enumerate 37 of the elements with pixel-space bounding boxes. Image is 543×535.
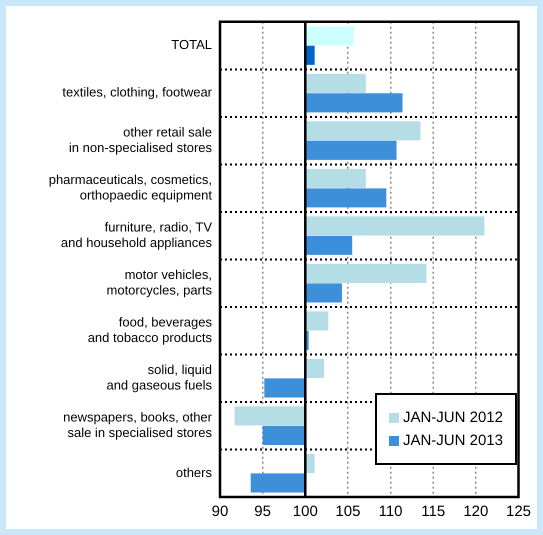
- y-tick-label: pharmaceuticals, cosmetics, orthopaedic equipment: [48, 172, 212, 202]
- x-tick-label: 120: [463, 503, 488, 520]
- bar: [305, 93, 403, 112]
- y-tick-label: textiles, clothing, footwear: [62, 84, 213, 100]
- y-tick-label: furniture, radio, TV and household appliances: [60, 219, 212, 250]
- legend-label: JAN-JUN 2013: [402, 432, 503, 449]
- bar: [264, 378, 306, 398]
- x-tick-label: 100: [292, 503, 318, 520]
- bar: [305, 358, 324, 378]
- bar: [305, 140, 397, 160]
- y-tick-label: newspapers, books, other sale in specialised stores: [63, 410, 213, 440]
- bar: [305, 311, 328, 330]
- bar: [262, 426, 306, 446]
- bar: [305, 283, 342, 302]
- bar: [250, 473, 306, 493]
- bar: [234, 406, 306, 426]
- y-tick-label: others: [176, 464, 212, 480]
- y-tick-label: food, beverages and tobacco products: [88, 314, 212, 346]
- bar: [305, 216, 484, 236]
- y-tick-label: solid, liquid and gaseous fuels: [106, 362, 212, 393]
- bar: [305, 121, 420, 140]
- y-tick-label: motor vehicles, motorcycles, parts: [106, 266, 212, 298]
- bar: [305, 26, 354, 46]
- x-tick-label: 125: [506, 503, 531, 520]
- y-tick-label: TOTAL: [171, 37, 212, 52]
- bar: [305, 188, 386, 208]
- bar: [305, 236, 352, 255]
- x-tick-label: 105: [335, 503, 360, 520]
- bar: [305, 74, 366, 93]
- x-tick-label: 115: [421, 503, 446, 520]
- legend-label: JAN-JUN 2012: [402, 409, 503, 426]
- x-tick-label: 90: [212, 503, 228, 520]
- y-tick-label: other retail sale in non-specialised stores: [68, 124, 212, 155]
- x-tick-label: 95: [254, 503, 271, 520]
- bar: [305, 168, 366, 188]
- bar: [305, 264, 426, 283]
- x-tick-label: 110: [378, 503, 403, 520]
